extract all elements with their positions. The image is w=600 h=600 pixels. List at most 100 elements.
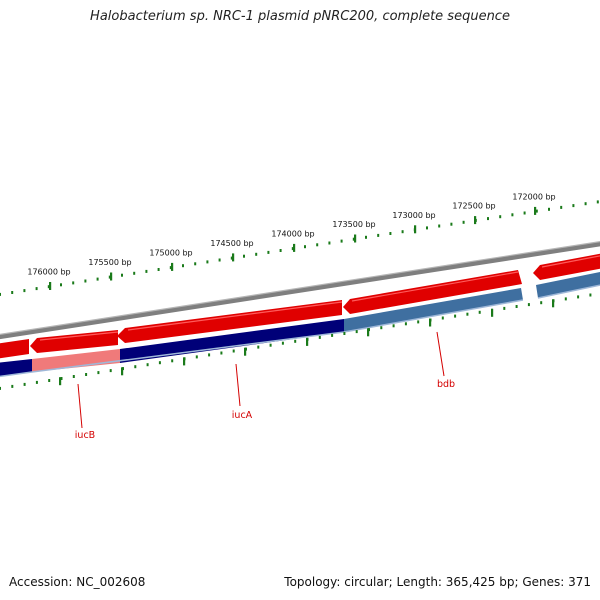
scale-label: 172500 bp [452, 202, 495, 211]
outer-ruler-minor-tick [523, 211, 526, 215]
forward-gene-3 [117, 300, 342, 343]
backbone-arc-highlight [0, 240, 600, 335]
reverse-gene-iucA [120, 319, 344, 363]
inner-ruler-minor-tick [269, 343, 272, 347]
outer-ruler-minor-tick [389, 232, 392, 235]
outer-ruler-major-tick [110, 272, 113, 281]
outer-ruler-major-tick [354, 234, 357, 243]
outer-ruler-minor-tick [243, 254, 245, 258]
inner-ruler-minor-tick [564, 297, 567, 301]
outer-ruler-minor-tick [35, 287, 38, 291]
outer-ruler-major-tick [474, 216, 477, 225]
reverse-gene-5 [536, 272, 600, 298]
outer-ruler-minor-tick [316, 243, 319, 247]
inner-ruler-minor-tick [577, 295, 580, 299]
inner-ruler-minor-tick [35, 380, 38, 384]
inner-ruler-minor-tick [97, 371, 100, 375]
outer-ruler-minor-tick [365, 235, 367, 239]
outer-ruler-minor-tick [560, 205, 563, 209]
outer-ruler-minor-tick [511, 213, 514, 217]
inner-ruler-major-tick [306, 337, 309, 346]
outer-ruler-minor-tick [47, 285, 50, 289]
outer-ruler-minor-tick [194, 262, 197, 266]
scale-label: 176000 bp [27, 268, 70, 277]
forward-gene-4 [343, 270, 522, 314]
inner-ruler-minor-tick [454, 314, 457, 318]
outer-ruler-minor-tick [60, 283, 62, 287]
outer-ruler-major-tick [171, 262, 174, 271]
reverse-gene-edge [0, 284, 600, 378]
outer-ruler-minor-tick [462, 220, 465, 224]
inner-ruler-minor-tick [257, 345, 260, 349]
inner-ruler-minor-tick [478, 310, 481, 314]
inner-ruler-minor-tick [515, 305, 518, 308]
inner-ruler-minor-tick [589, 293, 592, 297]
inner-ruler-minor-tick [466, 312, 469, 316]
scale-label: 173500 bp [332, 220, 375, 229]
scale-label: 172000 bp [512, 192, 555, 201]
inner-ruler-minor-tick [417, 320, 420, 324]
outer-ruler-minor-tick [535, 209, 538, 213]
inner-ruler-minor-tick [281, 341, 284, 345]
inner-ruler-minor-tick [318, 335, 321, 339]
inner-ruler-minor-tick [380, 326, 383, 330]
reverse-gene-bdb [344, 288, 523, 332]
inner-ruler-minor-tick [60, 377, 63, 380]
inner-ruler-minor-tick [134, 365, 137, 369]
outer-ruler-minor-tick [279, 249, 282, 252]
inner-ruler-minor-tick [11, 384, 14, 388]
reverse-gene-1 [0, 359, 32, 377]
outer-ruler-minor-tick [450, 222, 453, 226]
inner-ruler-minor-tick [392, 324, 395, 328]
map-title: Halobacterium sp. NRC-1 plasmid pNRC200,… [90, 9, 510, 24]
inner-ruler-minor-tick [441, 316, 444, 320]
inner-ruler-minor-tick [158, 361, 161, 365]
gene-label-iucB: iucB [75, 430, 95, 441]
outer-ruler-minor-tick [230, 256, 233, 260]
topology-summary: Topology: circular; Length: 365,425 bp; … [284, 575, 591, 589]
forward-gene-5 [533, 253, 600, 280]
outer-ruler-minor-tick [401, 230, 404, 234]
outer-ruler-minor-tick [218, 258, 221, 262]
inner-ruler-minor-tick [146, 363, 149, 367]
outer-ruler-minor-tick [145, 269, 148, 273]
scale-label: 174500 bp [210, 239, 253, 248]
outer-ruler-minor-tick [304, 245, 306, 249]
inner-ruler-minor-tick [72, 375, 75, 378]
outer-ruler-minor-tick [169, 266, 172, 270]
inner-ruler-minor-tick [540, 301, 543, 305]
gene-label-iucA: iucA [232, 410, 253, 421]
inner-ruler-major-tick [491, 308, 494, 317]
inner-ruler-major-tick [121, 367, 124, 376]
outer-ruler-minor-tick [157, 268, 160, 271]
outer-ruler-minor-tick [340, 239, 343, 243]
outer-ruler-minor-tick [0, 292, 1, 296]
outer-ruler-minor-tick [572, 204, 575, 208]
outer-ruler-minor-tick [499, 215, 502, 219]
outer-ruler-minor-tick [96, 277, 99, 281]
inner-ruler-minor-tick [404, 322, 407, 326]
inner-ruler-minor-tick [527, 303, 530, 307]
outer-ruler-minor-tick [426, 226, 428, 230]
inner-ruler-minor-tick [232, 349, 235, 353]
inner-ruler-major-tick [183, 357, 186, 366]
outer-ruler-major-tick [232, 253, 235, 262]
outer-ruler-major-tick [49, 282, 52, 290]
outer-ruler-minor-tick [328, 241, 331, 245]
gene-label-leader-bdb [436, 331, 445, 377]
gene-label-leader-iucA [235, 363, 241, 407]
outer-ruler-minor-tick [182, 264, 184, 268]
inner-ruler-minor-tick [195, 355, 198, 359]
inner-ruler-minor-tick [294, 339, 297, 343]
inner-ruler-minor-tick [208, 353, 211, 357]
inner-ruler-minor-tick [48, 379, 51, 382]
inner-ruler-minor-tick [85, 373, 88, 376]
outer-ruler-minor-tick [108, 275, 111, 279]
outer-ruler-minor-tick [352, 237, 355, 241]
outer-ruler-minor-tick [487, 217, 489, 221]
outer-ruler-minor-tick [133, 271, 136, 275]
outer-ruler-minor-tick [584, 202, 587, 206]
outer-ruler-minor-tick [23, 289, 26, 293]
